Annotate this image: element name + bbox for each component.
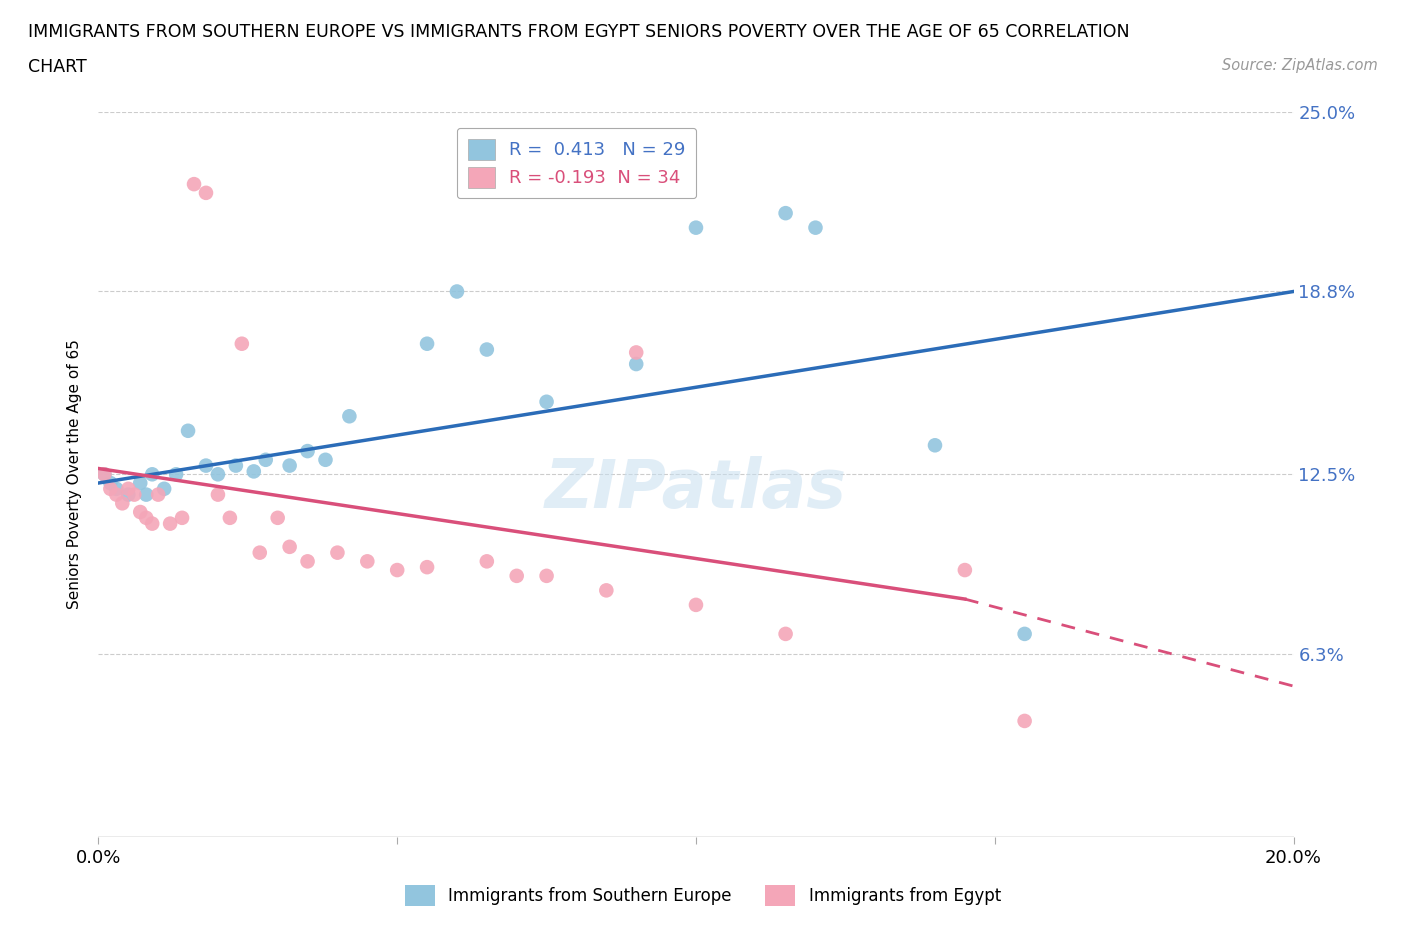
Point [775,206,797,220]
Point [315,452,337,467]
Point [111,496,134,511]
Point [626,345,648,360]
Point [98,475,122,490]
Point [685,597,707,612]
Point [267,511,290,525]
Point [225,458,247,473]
Point [124,487,146,502]
Point [804,220,827,235]
Point [177,423,200,438]
Point [953,563,976,578]
Point [93,467,115,482]
Point [416,560,439,575]
Point [135,487,157,502]
Point [475,342,498,357]
Point [207,487,229,502]
Point [153,482,176,497]
Point [148,487,170,502]
Point [446,284,468,299]
Point [172,511,194,525]
Point [98,482,122,497]
Point [595,583,617,598]
Point [1014,713,1036,728]
Point [297,554,319,569]
Text: Source: ZipAtlas.com: Source: ZipAtlas.com [1222,58,1378,73]
Point [326,545,349,560]
Point [195,458,218,473]
Point [105,487,128,502]
Point [254,452,277,467]
Text: ZIPatlas: ZIPatlas [546,456,846,522]
Legend: Immigrants from Southern Europe, Immigrants from Egypt: Immigrants from Southern Europe, Immigra… [398,879,1008,912]
Text: CHART: CHART [28,58,87,75]
Point [924,438,946,453]
Point [297,444,319,458]
Point [356,554,378,569]
Point [278,458,301,473]
Point [1014,627,1036,642]
Point [117,487,139,502]
Point [105,482,128,497]
Point [129,505,152,520]
Point [506,568,529,583]
Point [195,185,218,200]
Point [536,568,558,583]
Point [385,563,409,578]
Point [183,177,205,192]
Point [249,545,271,560]
Point [685,220,707,235]
Legend: R =  0.413   N = 29, R = -0.193  N = 34: R = 0.413 N = 29, R = -0.193 N = 34 [457,128,696,198]
Point [207,467,229,482]
Point [165,467,187,482]
Point [626,356,648,371]
Text: IMMIGRANTS FROM SOUTHERN EUROPE VS IMMIGRANTS FROM EGYPT SENIORS POVERTY OVER TH: IMMIGRANTS FROM SOUTHERN EUROPE VS IMMIG… [28,23,1130,41]
Y-axis label: Seniors Poverty Over the Age of 65: Seniors Poverty Over the Age of 65 [67,339,83,609]
Point [339,409,361,424]
Point [219,511,242,525]
Point [775,627,797,642]
Point [231,337,253,352]
Point [243,464,266,479]
Point [129,475,152,490]
Point [536,394,558,409]
Point [117,482,139,497]
Point [141,516,163,531]
Point [416,337,439,352]
Point [475,554,498,569]
Point [93,467,115,482]
Point [141,467,163,482]
Point [135,511,157,525]
Point [278,539,301,554]
Point [159,516,181,531]
